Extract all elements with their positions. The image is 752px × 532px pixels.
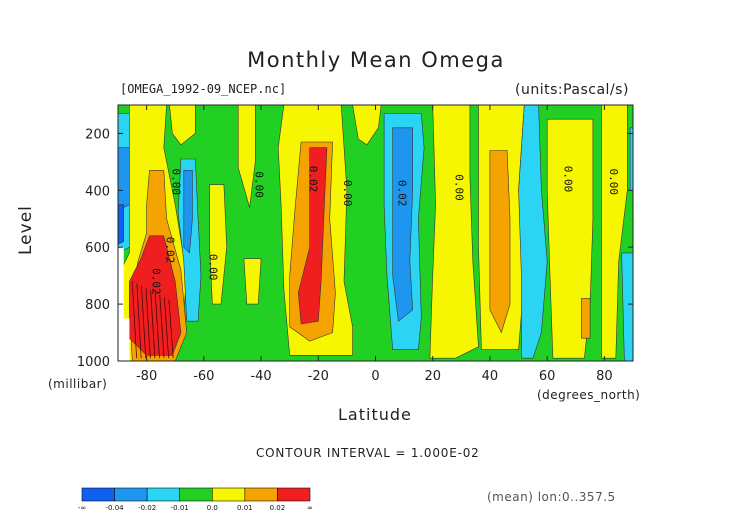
colorbar-swatch	[114, 487, 148, 502]
contour-region	[352, 105, 382, 146]
colorbar-label: -0.04	[106, 504, 125, 512]
contour-line	[168, 299, 174, 359]
contour-line	[164, 297, 169, 359]
colorbar-swatch	[179, 487, 213, 502]
source-file-label: [OMEGA_1992-09_NCEP.nc]	[120, 82, 287, 96]
contour-line	[154, 292, 160, 359]
x-tick-label: 0	[371, 369, 379, 384]
contour-interval-label: CONTOUR INTERVAL = 1.000E-02	[256, 446, 480, 460]
colorbar-label: -∞	[78, 504, 86, 512]
x-tick-label: 40	[482, 369, 499, 384]
contour-value-label: 0.02	[149, 268, 162, 295]
y-tick-label: 1000	[77, 355, 110, 370]
colorbar-swatch	[146, 487, 181, 502]
contour-value-label: 0.00	[607, 169, 620, 196]
contour-region	[629, 127, 633, 191]
contour-line	[131, 281, 137, 359]
contour-region	[118, 147, 130, 211]
contour-region	[118, 204, 124, 245]
colorbar-label: ∞	[307, 504, 313, 512]
contour-region	[243, 258, 262, 305]
colorbar-label: 0.0	[207, 504, 218, 512]
colorbar-label: -0.01	[171, 504, 189, 512]
contour-line	[150, 290, 156, 359]
contour-line	[136, 283, 142, 359]
mean-longitude-note: (mean) lon:0..357.5	[487, 490, 616, 504]
contour-region	[209, 184, 227, 305]
contour-region	[601, 105, 628, 359]
contour-value-label: 0.00	[453, 174, 466, 201]
y-tick-label: 200	[85, 127, 110, 142]
units-label: (units:Pascal/s)	[515, 82, 629, 98]
contour-value-label: 0.02	[395, 180, 408, 207]
contour-value-label: 0.00	[561, 166, 574, 193]
x-tick-label: -80	[136, 369, 157, 384]
x-axis-label: Latitude	[338, 405, 412, 424]
contour-value-label: 0.02	[307, 166, 320, 193]
x-axis-units: (degrees_north)	[537, 388, 641, 402]
x-tick-label: -60	[193, 369, 214, 384]
contour-value-label: 0.02	[164, 237, 177, 263]
x-tick-label: -40	[250, 369, 271, 384]
contour-region	[489, 150, 511, 333]
x-tick-label: 60	[539, 369, 556, 384]
contour-region	[621, 252, 633, 361]
colorbar-swatch	[81, 487, 115, 502]
contour-region	[237, 105, 256, 208]
contour-value-label: 0.00	[341, 180, 354, 207]
contour-fill-group	[118, 105, 633, 361]
contour-value-label: 0.00	[169, 169, 182, 196]
x-tick-label: 20	[424, 369, 441, 384]
missing-data-area	[118, 247, 124, 319]
contour-value-label: 0.00	[252, 171, 265, 198]
colorbar-label: -0.02	[138, 504, 156, 512]
colorbar-label: 0.01	[237, 504, 253, 512]
colorbar-swatch	[244, 487, 278, 502]
colorbar-label: 0.02	[270, 504, 286, 512]
y-tick-label: 400	[85, 184, 110, 199]
contour-region	[429, 105, 479, 359]
contour-value-label: 0.00	[207, 254, 220, 281]
contour-region	[183, 170, 193, 254]
contour-region	[169, 105, 196, 146]
contour-line	[145, 288, 151, 359]
x-tick-label: 80	[596, 369, 613, 384]
chart-title: Monthly Mean Omega	[247, 48, 505, 72]
missing-data-area	[118, 318, 130, 361]
contour-line	[159, 294, 165, 359]
colorbar-swatch	[211, 487, 246, 502]
contour-region	[581, 298, 591, 339]
contour-line	[141, 285, 147, 359]
x-tick-label: -20	[308, 369, 329, 384]
y-tick-label: 800	[85, 298, 110, 313]
colorbar-swatch	[277, 487, 311, 502]
contour-region	[518, 105, 548, 359]
y-axis-units: (millibar)	[48, 377, 108, 391]
contour-region	[392, 127, 414, 322]
y-tick-label: 600	[85, 241, 110, 256]
contour-region	[297, 147, 328, 325]
